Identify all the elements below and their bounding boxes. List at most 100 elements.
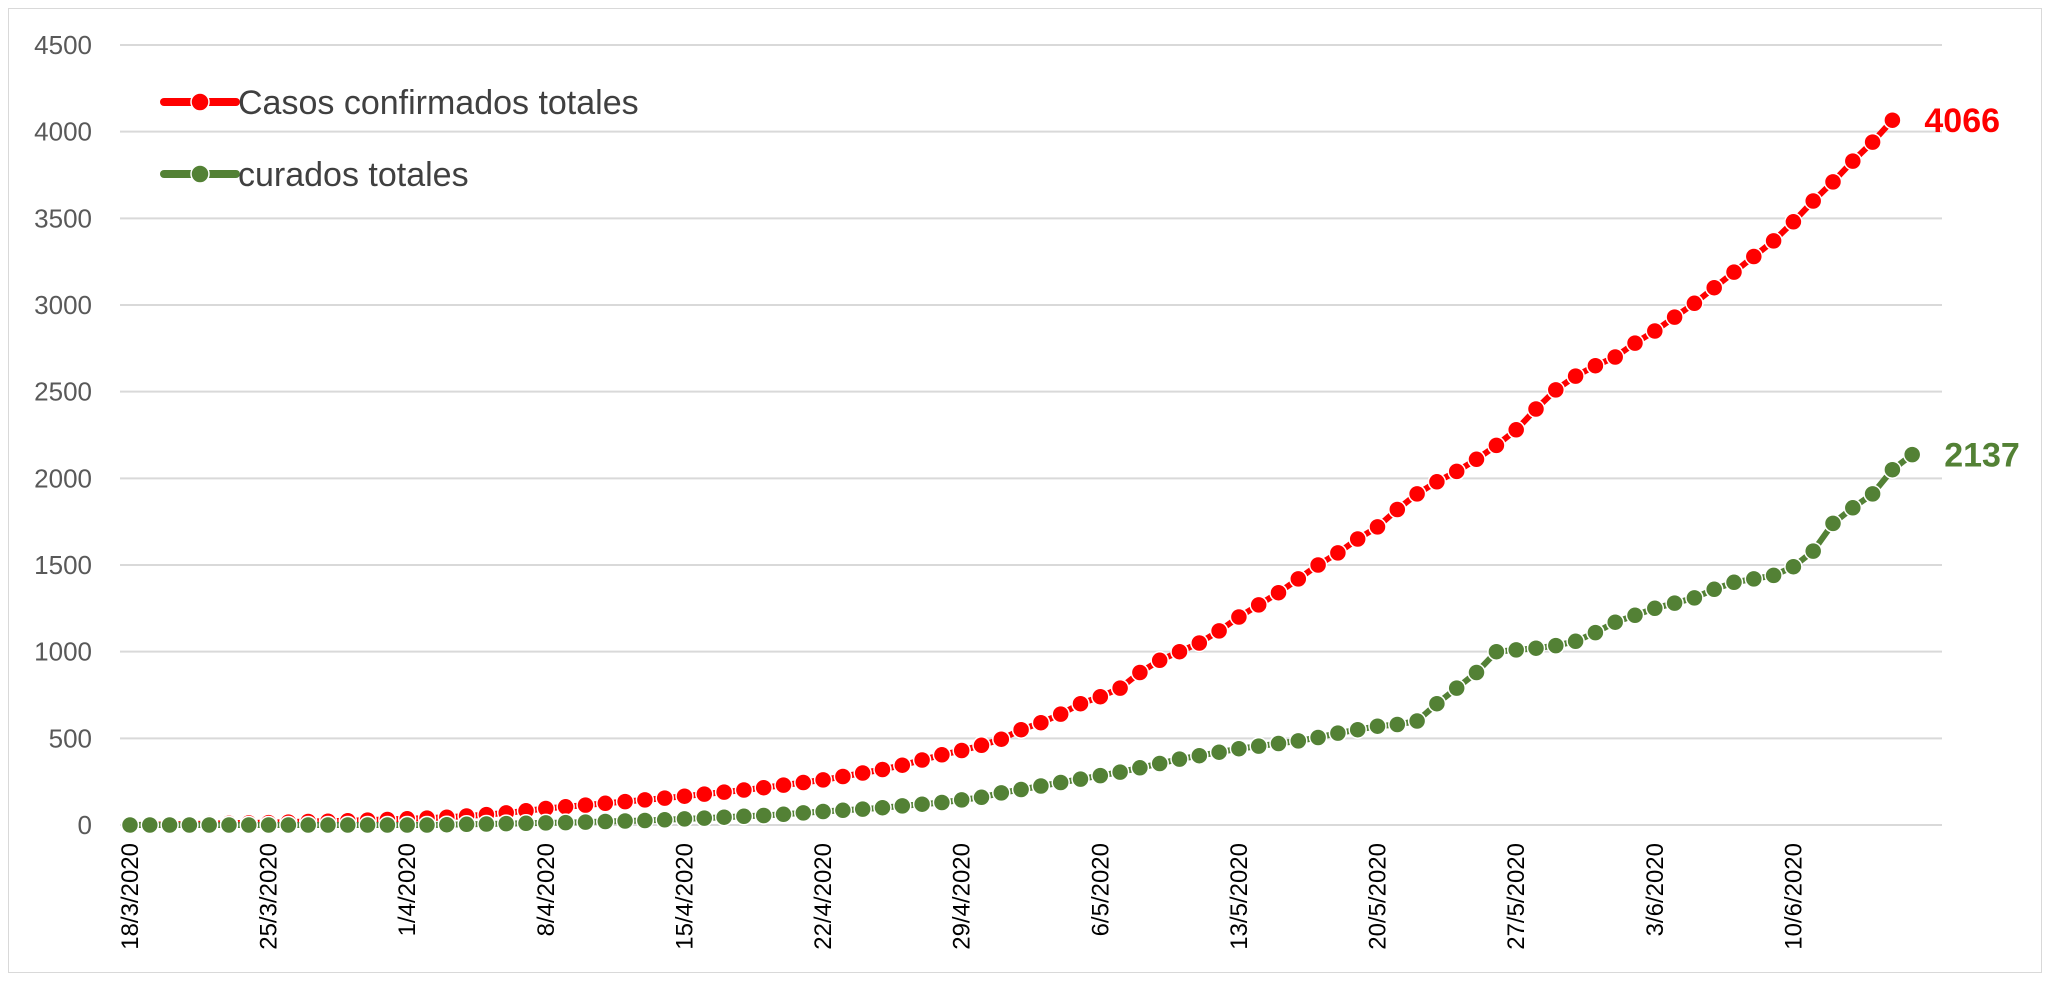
data-point [1250, 738, 1267, 755]
series-2 [122, 446, 1921, 833]
data-point [300, 817, 317, 834]
data-point [597, 795, 614, 812]
data-point [320, 817, 337, 834]
series-1 [122, 112, 1901, 834]
data-point [1528, 640, 1545, 657]
data-point [894, 757, 911, 774]
data-point [1270, 584, 1287, 601]
data-point [1389, 501, 1406, 518]
x-tick-label: 10/6/2020 [1780, 843, 1807, 950]
data-point [775, 777, 792, 794]
data-point [1428, 473, 1445, 490]
data-point [735, 808, 752, 825]
data-point [1448, 463, 1465, 480]
data-point [1191, 635, 1208, 652]
x-tick-label: 15/4/2020 [671, 843, 698, 950]
data-point [1587, 357, 1604, 374]
y-tick-label: 2000 [34, 463, 92, 493]
x-tick-label: 13/5/2020 [1226, 843, 1253, 950]
data-point [1092, 688, 1109, 705]
data-point [1864, 134, 1881, 151]
data-point [1567, 368, 1584, 385]
data-point [1666, 595, 1683, 612]
data-point [755, 779, 772, 796]
data-point [617, 813, 634, 830]
data-point [1349, 531, 1366, 548]
x-tick-label: 6/5/2020 [1087, 843, 1114, 936]
data-point [1131, 759, 1148, 776]
series-group [122, 112, 1921, 834]
data-point [973, 789, 990, 806]
data-point [1864, 485, 1881, 502]
data-point [1329, 544, 1346, 561]
data-point [834, 802, 851, 819]
x-tick-label: 20/5/2020 [1365, 843, 1392, 950]
data-point [1052, 706, 1069, 723]
data-point [636, 812, 653, 829]
data-point [1151, 755, 1168, 772]
end-value-label: 4066 [1924, 102, 2000, 140]
data-point [1072, 771, 1089, 788]
data-point [1607, 614, 1624, 631]
legend-label: Casos confirmados totales [238, 84, 639, 122]
data-point [240, 817, 257, 834]
data-point [854, 801, 871, 818]
data-point [874, 799, 891, 816]
data-point [933, 794, 950, 811]
data-point [1488, 643, 1505, 660]
data-point [1627, 335, 1644, 352]
data-point [339, 817, 356, 834]
data-point [1528, 401, 1545, 418]
legend: Casos confirmados totales curados totales [164, 84, 639, 194]
data-point [1587, 624, 1604, 641]
data-point [1607, 349, 1624, 366]
x-tick-label: 25/3/2020 [256, 843, 283, 950]
data-point [854, 765, 871, 782]
data-point [1290, 570, 1307, 587]
x-tick-label: 1/4/2020 [394, 843, 421, 936]
data-point [676, 788, 693, 805]
data-point [914, 752, 931, 769]
data-point [1884, 461, 1901, 478]
data-point [1904, 446, 1921, 463]
data-point [161, 817, 178, 834]
data-point [1765, 567, 1782, 584]
data-point [1468, 451, 1485, 468]
end-labels: 4066 2137 [1924, 102, 2019, 474]
data-point [280, 817, 297, 834]
data-point [399, 817, 416, 834]
data-point [993, 784, 1010, 801]
data-point [1825, 515, 1842, 532]
data-point [438, 816, 455, 833]
data-point [1349, 721, 1366, 738]
data-point [1706, 581, 1723, 598]
data-point [1547, 381, 1564, 398]
data-point [557, 814, 574, 831]
legend-marker [191, 165, 209, 183]
series-line [130, 455, 1912, 825]
data-point [141, 817, 158, 834]
data-point [1508, 421, 1525, 438]
data-point [1211, 622, 1228, 639]
y-tick-label: 0 [78, 810, 92, 840]
x-tick-label: 22/4/2020 [810, 843, 837, 950]
data-point [775, 806, 792, 823]
data-point [834, 768, 851, 785]
data-point [815, 771, 832, 788]
legend-item: Casos confirmados totales [164, 84, 639, 122]
x-tick-label: 18/3/2020 [117, 843, 144, 950]
data-point [795, 804, 812, 821]
x-axis-ticks: 18/3/2020 25/3/2020 1/4/2020 8/4/2020 15/4/2… [117, 843, 1807, 950]
data-point [795, 774, 812, 791]
data-point [260, 817, 277, 834]
data-point [815, 803, 832, 820]
y-tick-label: 500 [49, 723, 92, 753]
data-point [221, 817, 238, 834]
legend-marker [191, 93, 209, 111]
data-point [973, 737, 990, 754]
data-point [577, 797, 594, 814]
data-point [1726, 574, 1743, 591]
data-point [1013, 781, 1030, 798]
data-point [1726, 264, 1743, 281]
